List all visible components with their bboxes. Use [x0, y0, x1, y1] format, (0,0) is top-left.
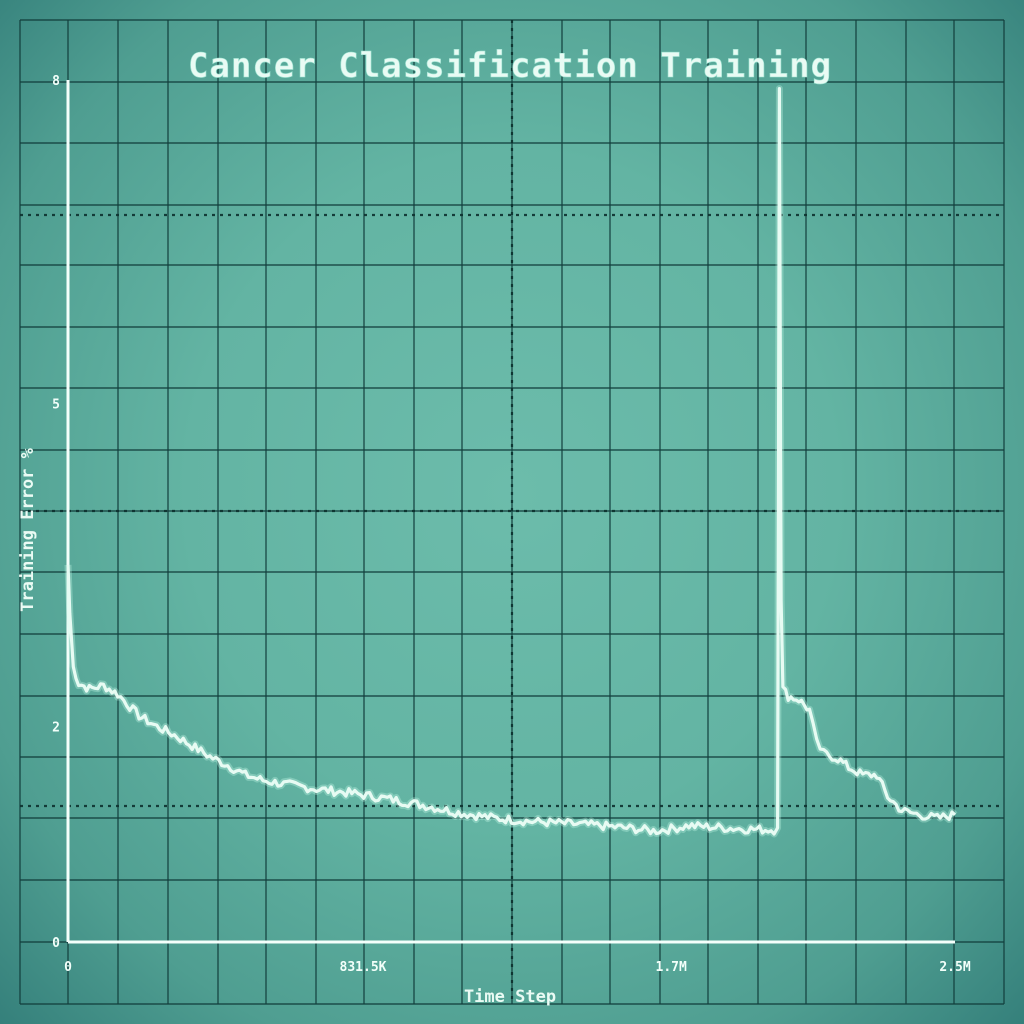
y-tick-label: 8 — [52, 74, 60, 89]
y-tick-label: 2 — [52, 721, 60, 736]
series-line — [66, 87, 957, 836]
x-axis-label: Time Step — [464, 987, 556, 1007]
y-axis-label: Training Error % — [18, 447, 38, 612]
series-group — [64, 85, 958, 838]
x-tick-label: 0 — [64, 960, 72, 975]
tick-labels: 0 831.5K 1.7M 2.5M 0 2 5 8 — [52, 74, 971, 975]
x-tick-label: 2.5M — [939, 960, 970, 975]
x-tick-label: 831.5K — [340, 960, 387, 975]
chart-title: Cancer Classification Training — [188, 46, 832, 86]
grid — [19, 19, 1005, 1005]
y-tick-label: 5 — [52, 397, 60, 412]
axes — [66, 80, 955, 944]
y-tick-label: 0 — [52, 936, 60, 951]
x-tick-label: 1.7M — [656, 960, 687, 975]
